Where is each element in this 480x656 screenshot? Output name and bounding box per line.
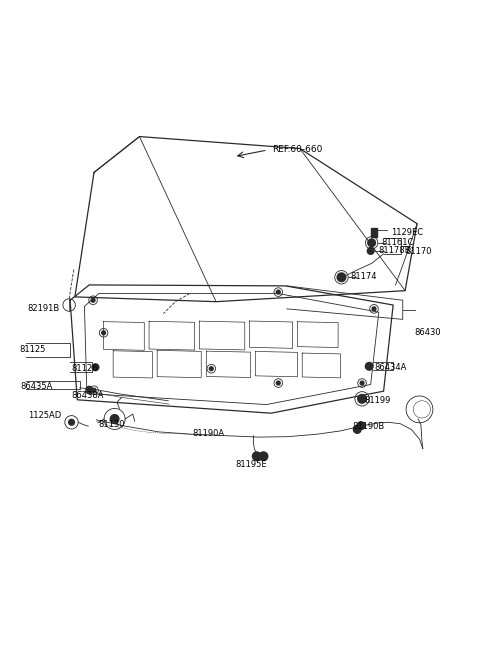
Text: 81130: 81130 xyxy=(99,420,125,429)
Circle shape xyxy=(69,419,74,425)
Circle shape xyxy=(357,422,365,430)
Text: 81126: 81126 xyxy=(72,364,98,373)
Text: 81125: 81125 xyxy=(20,345,46,354)
Text: 1125AD: 1125AD xyxy=(28,411,62,420)
Text: 86434A: 86434A xyxy=(374,363,407,372)
Circle shape xyxy=(365,363,373,370)
Circle shape xyxy=(367,247,374,255)
Circle shape xyxy=(358,394,366,403)
Text: 81199: 81199 xyxy=(364,396,391,405)
Text: 81170: 81170 xyxy=(405,247,432,256)
Circle shape xyxy=(92,364,99,371)
Circle shape xyxy=(276,290,280,294)
Circle shape xyxy=(259,452,268,461)
Text: 81190A: 81190A xyxy=(192,429,224,438)
Text: 86435A: 86435A xyxy=(21,382,53,391)
Circle shape xyxy=(209,367,213,371)
Text: 82191B: 82191B xyxy=(27,304,59,314)
Text: 86430: 86430 xyxy=(415,328,441,337)
Text: 81161C: 81161C xyxy=(381,238,414,247)
Circle shape xyxy=(372,307,376,311)
Circle shape xyxy=(368,239,375,247)
Circle shape xyxy=(360,381,364,385)
Text: 86438A: 86438A xyxy=(72,390,104,400)
Circle shape xyxy=(276,381,280,385)
Bar xyxy=(371,228,377,237)
Circle shape xyxy=(353,426,361,434)
Text: REF.60-660: REF.60-660 xyxy=(273,145,323,154)
Circle shape xyxy=(102,331,106,335)
Text: 81178B: 81178B xyxy=(379,246,411,255)
Text: 81195E: 81195E xyxy=(235,460,267,469)
Circle shape xyxy=(110,415,119,423)
Circle shape xyxy=(91,298,95,302)
Circle shape xyxy=(337,273,346,281)
Text: 1129EC: 1129EC xyxy=(391,228,423,237)
Circle shape xyxy=(92,388,96,392)
Text: 81174: 81174 xyxy=(350,272,377,281)
Circle shape xyxy=(252,452,261,461)
Text: 81190B: 81190B xyxy=(352,422,385,430)
Circle shape xyxy=(86,386,93,393)
